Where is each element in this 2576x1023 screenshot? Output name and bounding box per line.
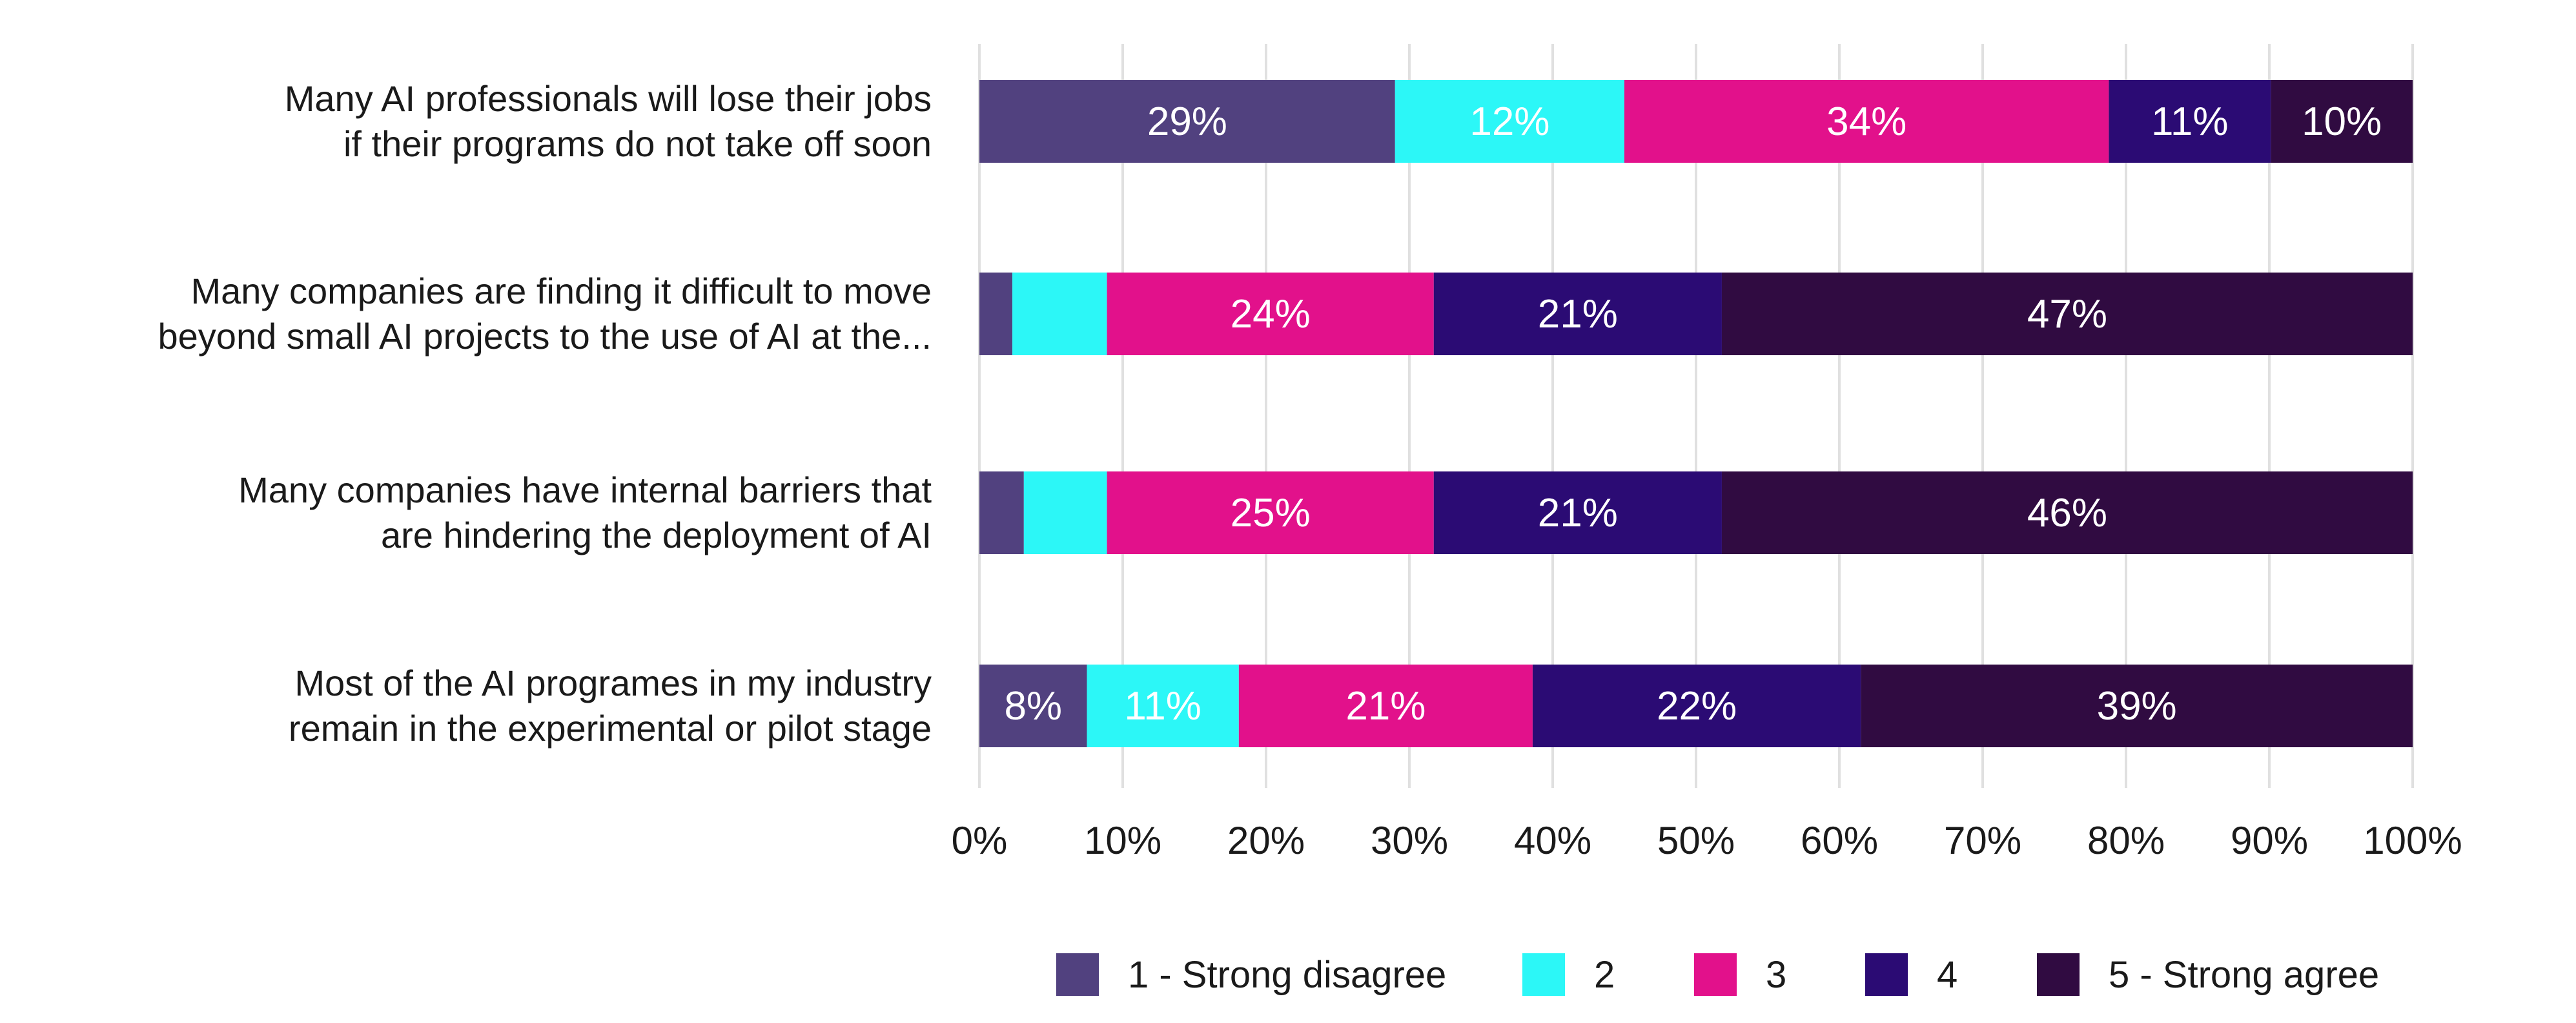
gridlines <box>978 44 2414 788</box>
category-label: if their programs do not take off soon <box>343 123 932 164</box>
bar-value-label: 12% <box>1469 99 1549 144</box>
legend: 1 - Strong disagree 2 3 4 5 - Strong agree <box>1056 953 2379 996</box>
category-label: Many companies are finding it difficult … <box>190 271 932 311</box>
bar-value-label: 34% <box>1826 99 1906 144</box>
category-label: are hindering the deployment of AI <box>381 515 932 555</box>
legend-label: 2 <box>1594 954 1615 996</box>
category-label: beyond small AI projects to the use of A… <box>158 316 932 356</box>
legend-swatch <box>1865 953 1908 996</box>
legend-label: 1 - Strong disagree <box>1128 954 1446 996</box>
bar-segment <box>1433 273 1722 355</box>
bar-segment <box>979 665 1087 747</box>
bar-value-label: 10% <box>2302 99 2382 144</box>
x-tick-label: 30% <box>1371 819 1448 862</box>
x-tick-label: 100% <box>2363 819 2462 862</box>
x-tick-label: 70% <box>1944 819 2021 862</box>
bar-segment <box>1624 80 2109 163</box>
bar-segment <box>1087 665 1239 747</box>
x-tick-label: 40% <box>1514 819 1591 862</box>
bar-value-label: 46% <box>2027 491 2107 535</box>
bar-value-label: 11% <box>1124 684 1201 728</box>
bar-segment <box>1107 471 1434 554</box>
bar-segment <box>1861 665 2413 747</box>
category-label: Many companies have internal barriers th… <box>238 470 932 510</box>
bar-value-label: 21% <box>1538 292 1618 336</box>
bar-segment <box>1395 80 1624 163</box>
legend-swatch <box>1522 953 1565 996</box>
bar-value-label: 39% <box>2097 684 2177 728</box>
bar-segment <box>2271 80 2413 163</box>
legend-label: 3 <box>1766 954 1786 996</box>
x-tick-label: 20% <box>1227 819 1305 862</box>
bars: 29% 12% 34% 11% 10% 24% 21% 47% 25% 21% 46% 8% 11% 21… <box>979 80 2413 747</box>
bar-value-label: 21% <box>1538 491 1618 535</box>
x-tick-label: 90% <box>2231 819 2308 862</box>
bar-value-label: 29% <box>1147 99 1227 144</box>
bar-value-label: 11% <box>2151 99 2229 144</box>
bar-segment <box>979 471 1024 554</box>
bar-value-label: 8% <box>1004 684 1062 728</box>
x-tick-label: 50% <box>1657 819 1735 862</box>
x-tick-label: 80% <box>2087 819 2165 862</box>
bar-segment <box>2109 80 2271 163</box>
category-label: Many AI professionals will lose their jo… <box>285 78 932 119</box>
bar-segment <box>979 80 1395 163</box>
x-tick-label: 10% <box>1084 819 1161 862</box>
x-tick-label: 60% <box>1801 819 1878 862</box>
bar-segment <box>1433 471 1722 554</box>
bar-value-label: 25% <box>1231 491 1311 535</box>
legend-swatch <box>2037 953 2080 996</box>
category-label: Most of the AI programes in my industry <box>294 663 932 703</box>
category-label: remain in the experimental or pilot stag… <box>289 708 932 749</box>
bar-value-label: 22% <box>1657 684 1737 728</box>
bar-value-label: 24% <box>1231 292 1311 336</box>
bar-segment <box>1107 273 1434 355</box>
bar-segment <box>1721 471 2413 554</box>
x-tick-label: 0% <box>952 819 1008 862</box>
legend-swatch <box>1694 953 1737 996</box>
legend-label: 5 - Strong agree <box>2109 954 2379 996</box>
bar-segment <box>1023 471 1107 554</box>
bar-segment <box>979 273 1013 355</box>
bar-segment <box>1532 665 1861 747</box>
legend-label: 4 <box>1937 954 1958 996</box>
x-axis-tick-labels: 0% 10% 20% 30% 40% 50% 60% 70% 80% 90% 100% <box>952 819 2462 862</box>
bar-segment <box>1721 273 2413 355</box>
category-labels: Many AI professionals will lose their jo… <box>158 78 932 749</box>
bar-segment <box>1012 273 1107 355</box>
bar-value-label: 21% <box>1345 684 1426 728</box>
bar-value-label: 47% <box>2027 292 2107 336</box>
legend-swatch <box>1056 953 1099 996</box>
bar-segment <box>1238 665 1533 747</box>
